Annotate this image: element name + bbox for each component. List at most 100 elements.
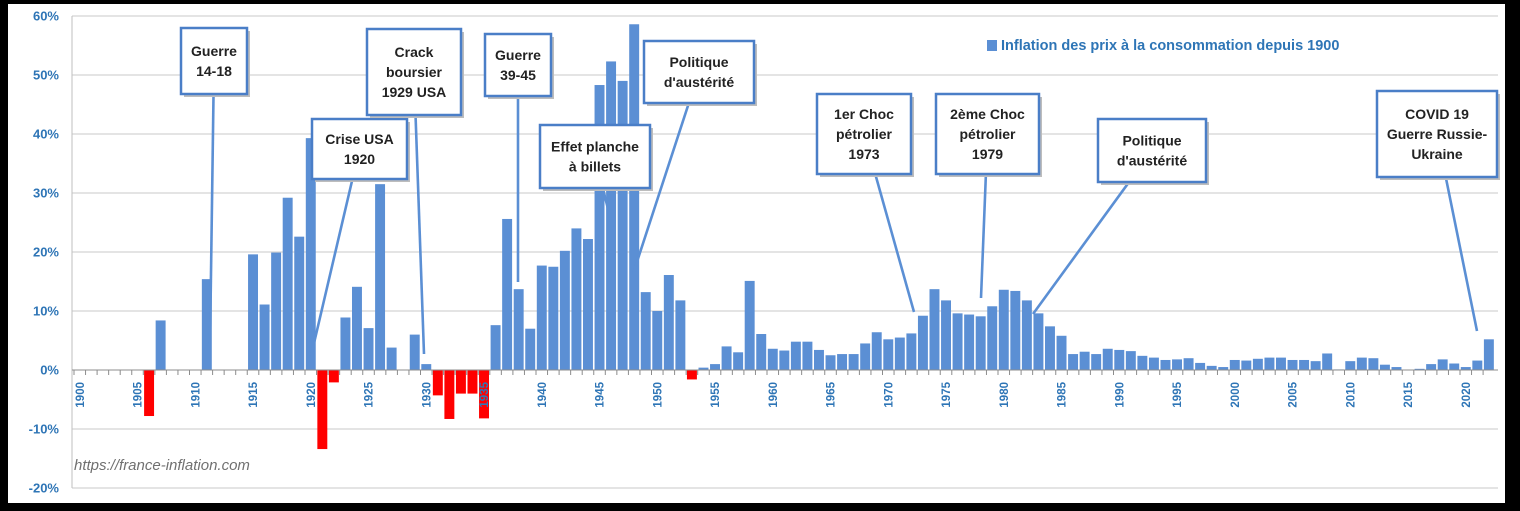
bar-1984 [1045,326,1055,370]
bar-1929 [409,334,420,370]
bar-1994 [1160,359,1171,370]
bar-2018 [1437,359,1448,370]
annotation-text: 1979 [972,146,1003,162]
annotation-pointer [208,60,216,345]
x-tick-label: 1920 [306,382,318,408]
bar-1959 [756,334,767,370]
annotation-text: 2ème Choc [950,106,1025,122]
y-tick-label: 30% [33,186,59,201]
bar-1956 [721,346,732,370]
y-tick-label: -10% [29,422,60,437]
bar-2013 [1379,364,1390,370]
bar-1968 [860,343,871,370]
bar-2010 [1345,361,1356,370]
bar-1940 [536,265,547,370]
bars-series [144,24,1494,450]
bar-1996 [1183,358,1194,370]
annotation-border [179,26,249,96]
bar-1926 [375,184,386,370]
bar-1958 [744,280,755,370]
bar-1960 [767,348,778,370]
bar-2000 [1229,359,1240,370]
x-tick-label: 1925 [364,381,376,407]
legend-swatch [987,40,997,51]
annotation-text: Crise USA [325,131,393,147]
bar-1945 [594,85,605,370]
annotation-text: d'austérité [1117,153,1187,169]
annotation-box: Crack boursier 1929 USA [365,27,464,118]
bar-1941 [548,266,559,370]
x-tick-label: 1905 [133,381,145,407]
annotation-text: Guerre [191,43,237,59]
bar-1988 [1091,354,1102,370]
bar-2016 [1414,368,1425,370]
x-tick-label: 1950 [652,382,664,408]
bar-1964 [814,349,824,370]
bar-2021 [1472,360,1483,370]
bar-1973 [917,315,928,370]
annotation-box: 2ème Choc pétrolier 1979 [934,92,1042,177]
bar-2002 [1252,358,1263,370]
annotation-text: 39-45 [500,67,536,83]
annotation-pointer [412,71,426,355]
bar-1985 [1056,335,1067,370]
annotation-box: Politique d'austérité [642,39,757,106]
annotation-text: 1920 [344,151,375,167]
bar-1923 [340,317,351,370]
annotation-border [1375,89,1499,179]
annotation-text: Effet planche [551,139,639,155]
bar-1969 [871,332,882,370]
x-tick-label: 1975 [941,381,953,407]
bar-1917 [271,252,282,370]
bar-1974 [929,289,940,370]
bar-1922 [328,370,339,383]
annotation-box: Guerre 39-45 [483,32,554,99]
annotation-text: pétrolier [959,126,1016,142]
bar-1906 [144,370,155,417]
bar-1952 [675,300,686,370]
bar-1962 [790,341,801,370]
bar-2008 [1322,353,1333,370]
annotation-text: 1973 [848,146,879,162]
y-axis-ticks: -20% -10% 0% 10% 20% 30% 40% 50% 60% [29,9,60,496]
bar-2007 [1310,361,1321,370]
bar-1972 [906,333,917,370]
annotation-text: COVID 19 [1405,106,1469,122]
bar-2005 [1287,359,1298,370]
annotation-text: 14-18 [196,63,232,79]
bar-1986 [1068,354,1079,370]
bar-1937 [502,218,513,370]
bar-1924 [352,286,362,370]
bar-1982 [1021,300,1032,370]
x-tick-label: 2020 [1461,382,1473,408]
bar-1990 [1114,349,1125,370]
bar-1989 [1102,348,1113,370]
annotation-border [934,92,1041,176]
y-tick-label: 0% [40,363,59,378]
bar-2004 [1276,357,1286,370]
x-tick-label: 1945 [595,381,607,407]
y-tick-label: 40% [33,127,59,142]
y-tick-label: 60% [33,9,59,24]
y-tick-label: 20% [33,245,59,260]
annotation-border [815,92,913,176]
bar-1933 [455,370,466,394]
bar-1935 [479,370,489,419]
bar-1948 [629,24,640,370]
chart-frame: -20% -10% 0% 10% 20% 30% 40% 50% 60% 1900 1905 191… [8,4,1505,503]
y-tick-label: 10% [33,304,59,319]
bar-1953 [686,370,697,380]
annotation-text: pétrolier [836,126,893,142]
bar-2011 [1356,357,1367,370]
x-tick-label: 1985 [1057,381,1069,407]
annotation-text: Politique [1122,133,1181,149]
y-tick-label: -20% [29,481,60,496]
bar-1921 [317,370,328,450]
bar-1967 [848,354,859,370]
x-tick-label: 1980 [999,382,1011,408]
annotation-text: à billets [569,159,621,175]
bar-1993 [1148,357,1159,370]
x-axis-ticks: 1900 1905 1910 1915 1920 1925 1930 1935 1940 1945… [75,381,1473,407]
legend-label: Inflation des prix à la consommation dep… [1001,38,1339,54]
source-label: https://france-inflation.com [74,457,250,474]
